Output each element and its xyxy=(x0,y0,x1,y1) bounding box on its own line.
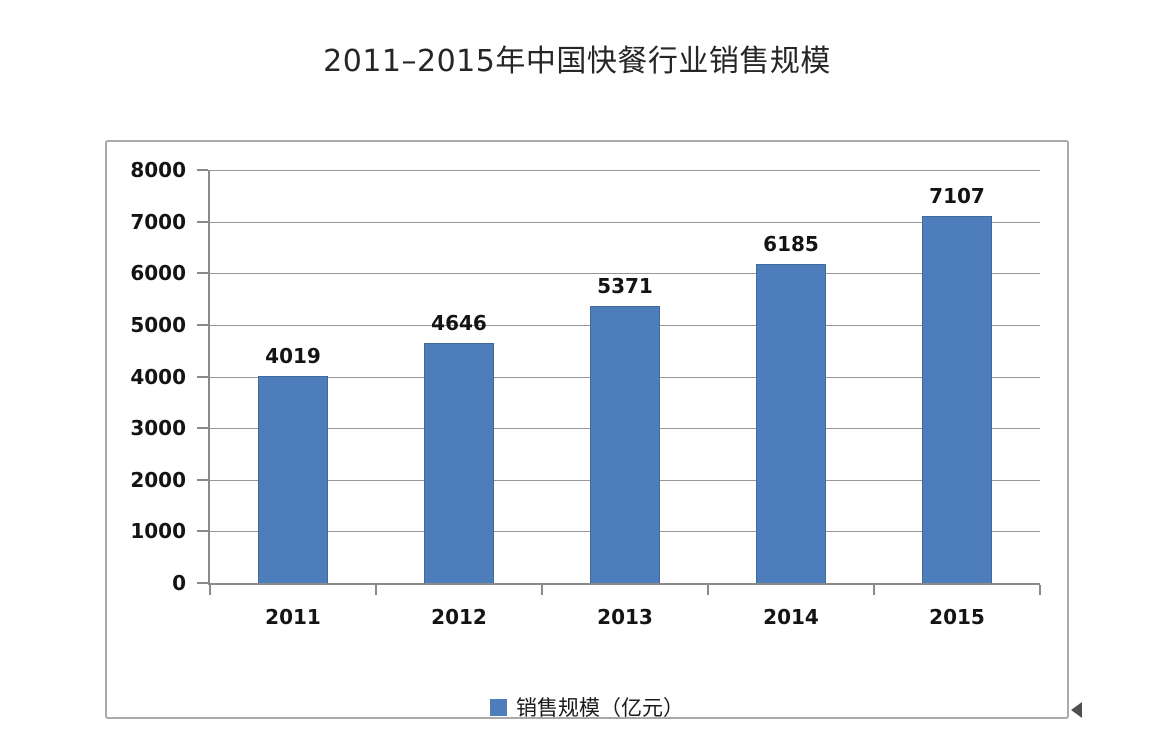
y-axis-tick-5000 xyxy=(197,323,208,326)
x-axis-tick-5 xyxy=(1039,585,1041,595)
bar-value-label-2011: 4019 xyxy=(265,343,321,368)
bar-2014 xyxy=(756,263,826,583)
bar-value-label-2014: 6185 xyxy=(763,231,819,256)
bar-value-label-2015: 7107 xyxy=(929,184,985,209)
y-axis-tick-3000 xyxy=(197,427,208,430)
gridline-8000 xyxy=(210,170,1040,171)
bar-2011 xyxy=(258,375,328,583)
y-axis-label-1000: 1000 xyxy=(130,519,186,544)
chart-legend: 销售规模（亿元） xyxy=(107,692,1067,722)
x-axis-label-2011: 2011 xyxy=(265,605,321,629)
bar-2013 xyxy=(590,305,660,583)
x-axis-tick-1 xyxy=(375,585,377,595)
y-axis-label-0: 0 xyxy=(172,571,186,595)
y-axis-label-4000: 4000 xyxy=(130,364,186,389)
bar-2012 xyxy=(424,343,494,583)
x-axis-tick-4 xyxy=(873,585,875,595)
x-axis-label-2013: 2013 xyxy=(597,605,653,629)
legend-swatch-icon xyxy=(490,698,507,716)
y-axis-label-3000: 3000 xyxy=(130,416,186,441)
y-axis-tick-2000 xyxy=(197,478,208,481)
y-axis-tick-7000 xyxy=(197,220,208,223)
legend-series-label: 销售规模（亿元） xyxy=(516,696,684,720)
x-axis-tick-0 xyxy=(209,585,211,595)
y-axis-tick-8000 xyxy=(197,169,208,171)
gridline-7000 xyxy=(210,221,1040,223)
y-axis-label-8000: 8000 xyxy=(130,158,186,182)
bar-2015 xyxy=(922,216,992,583)
x-axis-label-2012: 2012 xyxy=(431,605,487,629)
gridline-6000 xyxy=(210,273,1040,275)
x-axis-tick-3 xyxy=(707,585,709,595)
plot-area: 0 1000 2000 3000 4000 5000 6000 7000 8000 4019 201… xyxy=(130,158,1041,629)
y-axis-label-7000: 7000 xyxy=(130,209,186,234)
x-axis-label-2015: 2015 xyxy=(929,605,985,629)
bar-value-label-2012: 4646 xyxy=(431,311,487,336)
y-axis-label-6000: 6000 xyxy=(130,261,186,286)
chart-title: 2011–2015年中国快餐行业销售规模 xyxy=(323,44,831,79)
bar-value-label-2013: 5371 xyxy=(597,273,653,298)
y-axis-tick-0 xyxy=(197,582,208,584)
chart-frame: 0 1000 2000 3000 4000 5000 6000 7000 8000 4019 201… xyxy=(105,140,1069,722)
left-arrow-triangle-icon xyxy=(1071,702,1082,718)
y-axis-label-2000: 2000 xyxy=(130,467,186,492)
x-axis-label-2014: 2014 xyxy=(763,605,819,629)
x-axis-tick-2 xyxy=(541,585,543,595)
y-axis-tick-6000 xyxy=(197,272,208,275)
y-axis-tick-1000 xyxy=(197,530,208,533)
y-axis-tick-4000 xyxy=(197,375,208,378)
y-axis-label-5000: 5000 xyxy=(130,312,186,337)
